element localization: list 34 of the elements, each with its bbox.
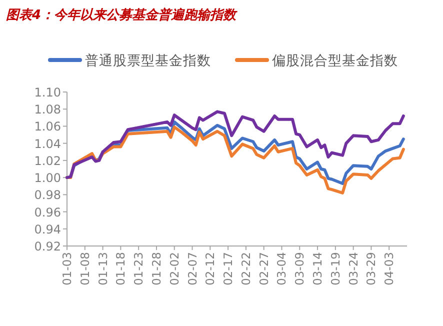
y-tick-label: 1.00: [34, 171, 61, 186]
x-tick-label: 03-29: [364, 252, 378, 286]
legend-item: 普通股票型基金指数: [48, 53, 211, 69]
chart-title: 图表4：今年以来公募基金普遍跑输指数: [6, 7, 238, 23]
x-tick-label: 01-28: [149, 252, 164, 286]
x-tick-label: 03-19: [328, 252, 342, 286]
x-tick-label: 01-23: [132, 252, 146, 286]
x-tick-label: 02-27: [256, 252, 271, 286]
x-tick-label: 03-24: [346, 252, 360, 286]
x-tick-label: 01-03: [60, 252, 74, 286]
x-tick-label: 01-18: [114, 252, 128, 286]
x-tick-label: 01-13: [96, 252, 110, 286]
x-tick-label: 03-14: [310, 252, 325, 286]
x-tick-label: 04-03: [382, 252, 396, 286]
y-tick-label: 1.06: [34, 120, 61, 134]
legend-label: 偏股混合型基金指数: [272, 53, 398, 69]
x-tick-label: 03-09: [292, 252, 307, 286]
x-tick-label: 02-07: [185, 252, 200, 286]
x-tick-label: 03-04: [274, 252, 289, 286]
y-tick-label: 1.04: [34, 136, 61, 151]
x-tick-label: 02-17: [221, 252, 236, 286]
x-tick-label: 02-02: [167, 252, 182, 286]
y-tick-label: 0.98: [34, 188, 61, 202]
x-tick-label: 02-22: [238, 252, 253, 286]
legend-item: 偏股混合型基金指数: [235, 53, 398, 69]
y-tick-label: 1.10: [34, 86, 61, 100]
y-tick-label: 0.94: [34, 222, 61, 236]
legend-label: 普通股票型基金指数: [85, 52, 211, 69]
y-tick-label: 1.08: [34, 102, 61, 117]
x-tick-label: 02-12: [203, 252, 218, 286]
y-tick-label: 0.92: [34, 240, 61, 254]
y-tick-label: 0.96: [34, 205, 61, 220]
x-tick-label: 01-08: [78, 252, 92, 286]
y-tick-label: 1.02: [34, 154, 61, 168]
